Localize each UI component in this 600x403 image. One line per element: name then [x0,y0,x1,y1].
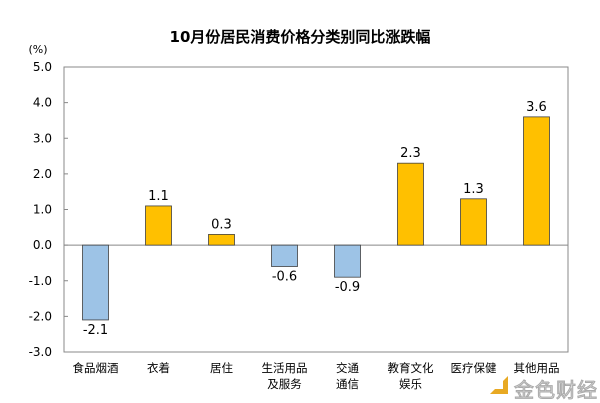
category-label: 其他用品 [514,361,560,375]
y-tick-label: 5.0 [33,60,52,74]
y-axis-unit: (%) [28,43,47,56]
data-label: 3.6 [526,100,547,115]
watermark-icon [490,376,508,394]
y-tick-label: 4.0 [33,96,52,110]
data-label: 0.3 [211,217,232,232]
category-label: 衣着 [147,361,170,375]
category-label: 娱乐 [399,377,422,391]
y-tick-label: -3.0 [29,345,52,359]
y-tick-label: 3.0 [33,131,52,145]
plot-area [63,66,569,353]
bar [145,205,172,246]
category-label: 居住 [210,361,233,375]
data-label: 1.3 [463,182,484,197]
y-tick-label: -2.0 [29,309,52,323]
watermark-text: 金色财经 [514,378,598,403]
y-tick-label: -1.0 [29,274,52,288]
y-tick-label: 1.0 [33,203,52,217]
category-label: 交通 [336,361,359,375]
y-tick-label: 0.0 [33,238,52,252]
bar [208,234,235,246]
watermark-logo: 金色财经 [490,374,600,403]
category-label: 医疗保健 [451,361,497,375]
category-label: 生活用品 [262,361,308,375]
data-label: -2.1 [83,323,108,338]
data-label: 2.3 [400,146,421,161]
bar [271,244,298,267]
bar [523,116,550,246]
chart-title: 10月份居民消费价格分类别同比涨跌幅 [170,28,431,46]
category-label: 通信 [336,377,359,391]
bar [334,244,361,278]
y-tick-label: 2.0 [33,167,52,181]
data-label: -0.9 [335,280,360,295]
category-label: 及服务 [267,377,302,391]
bar [82,244,109,321]
category-label: 教育文化 [388,361,434,375]
bar [460,198,487,246]
category-label: 食品烟酒 [73,361,119,375]
data-label: 1.1 [148,189,169,204]
bar [397,162,424,246]
data-label: -0.6 [272,270,297,285]
